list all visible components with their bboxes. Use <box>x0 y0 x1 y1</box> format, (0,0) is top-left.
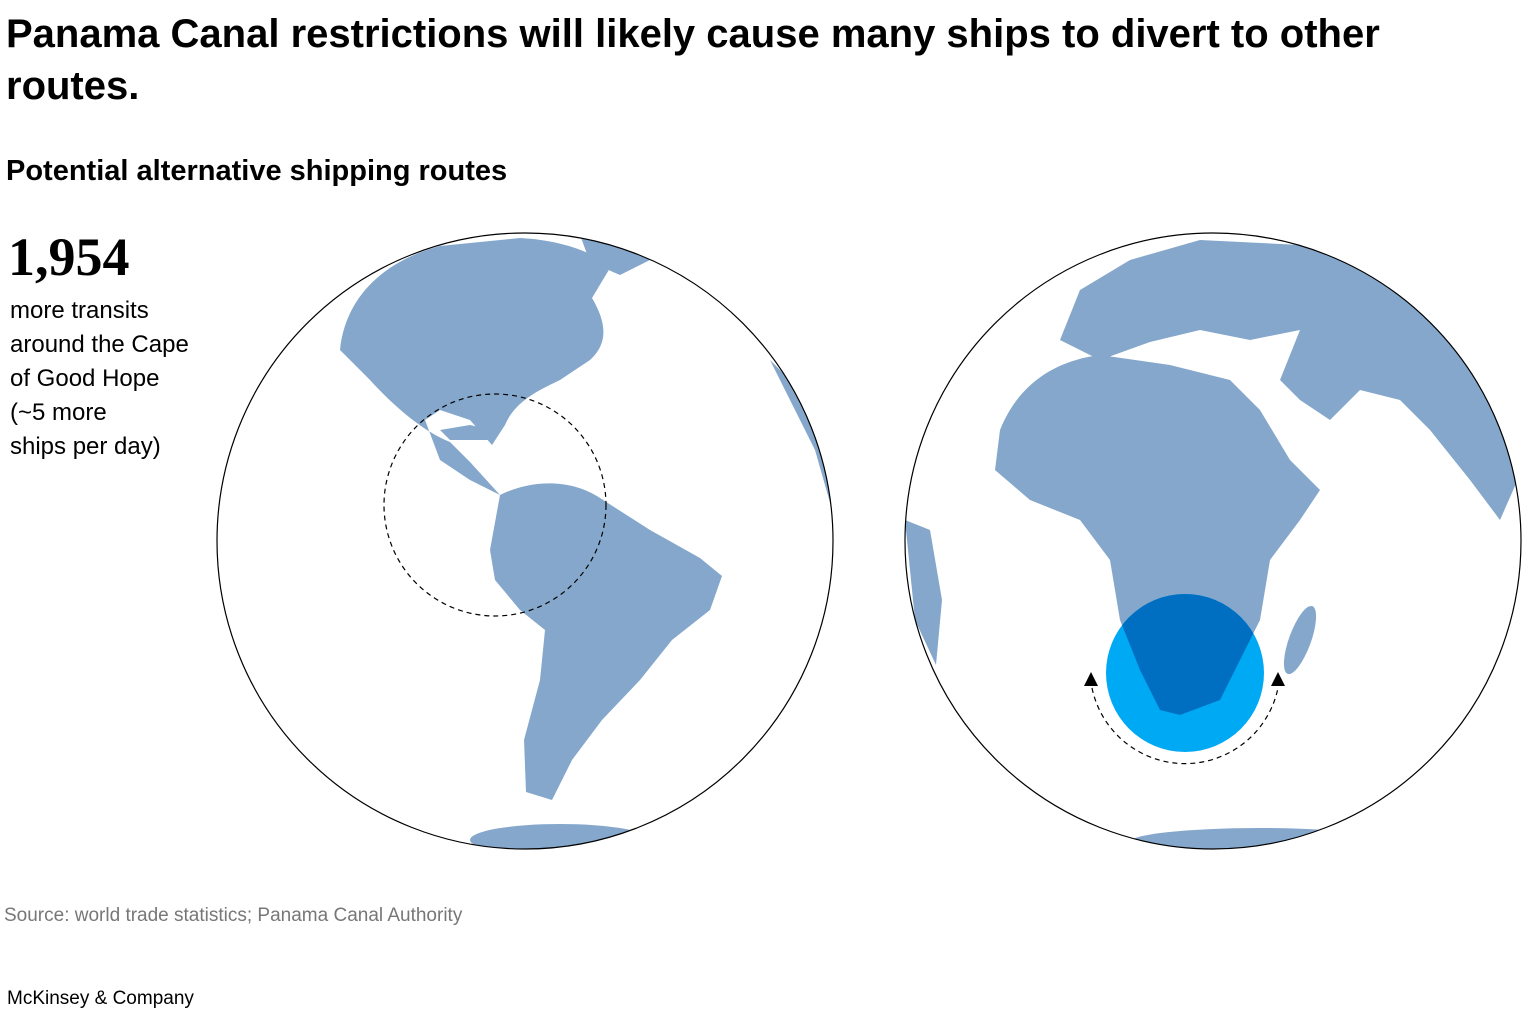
desc-line: around the Cape <box>10 331 189 358</box>
source: Source: world trade statistics; Panama C… <box>4 905 463 926</box>
arrow-head <box>1271 672 1285 686</box>
stat-description: more transits around the Cape of Good Ho… <box>10 294 189 464</box>
title: Panama Canal restrictions will likely ca… <box>6 12 1380 108</box>
left-globe-land <box>340 233 833 849</box>
desc-line: more transits <box>10 297 149 324</box>
desc-line: ships per day) <box>10 433 161 460</box>
right-globe-land <box>905 240 1521 849</box>
arrow-head <box>1084 672 1098 686</box>
desc-line: (~5 more <box>10 399 107 426</box>
route-arc <box>1091 687 1279 765</box>
panama-marker <box>383 393 607 617</box>
footer: McKinsey & Company <box>7 988 194 1009</box>
desc-line: of Good Hope <box>10 365 160 392</box>
right-globe-outline <box>904 232 1522 850</box>
stat-value: 1,954 <box>8 227 130 287</box>
subtitle: Potential alternative shipping routes <box>6 155 508 187</box>
left-globe-outline <box>216 232 834 850</box>
